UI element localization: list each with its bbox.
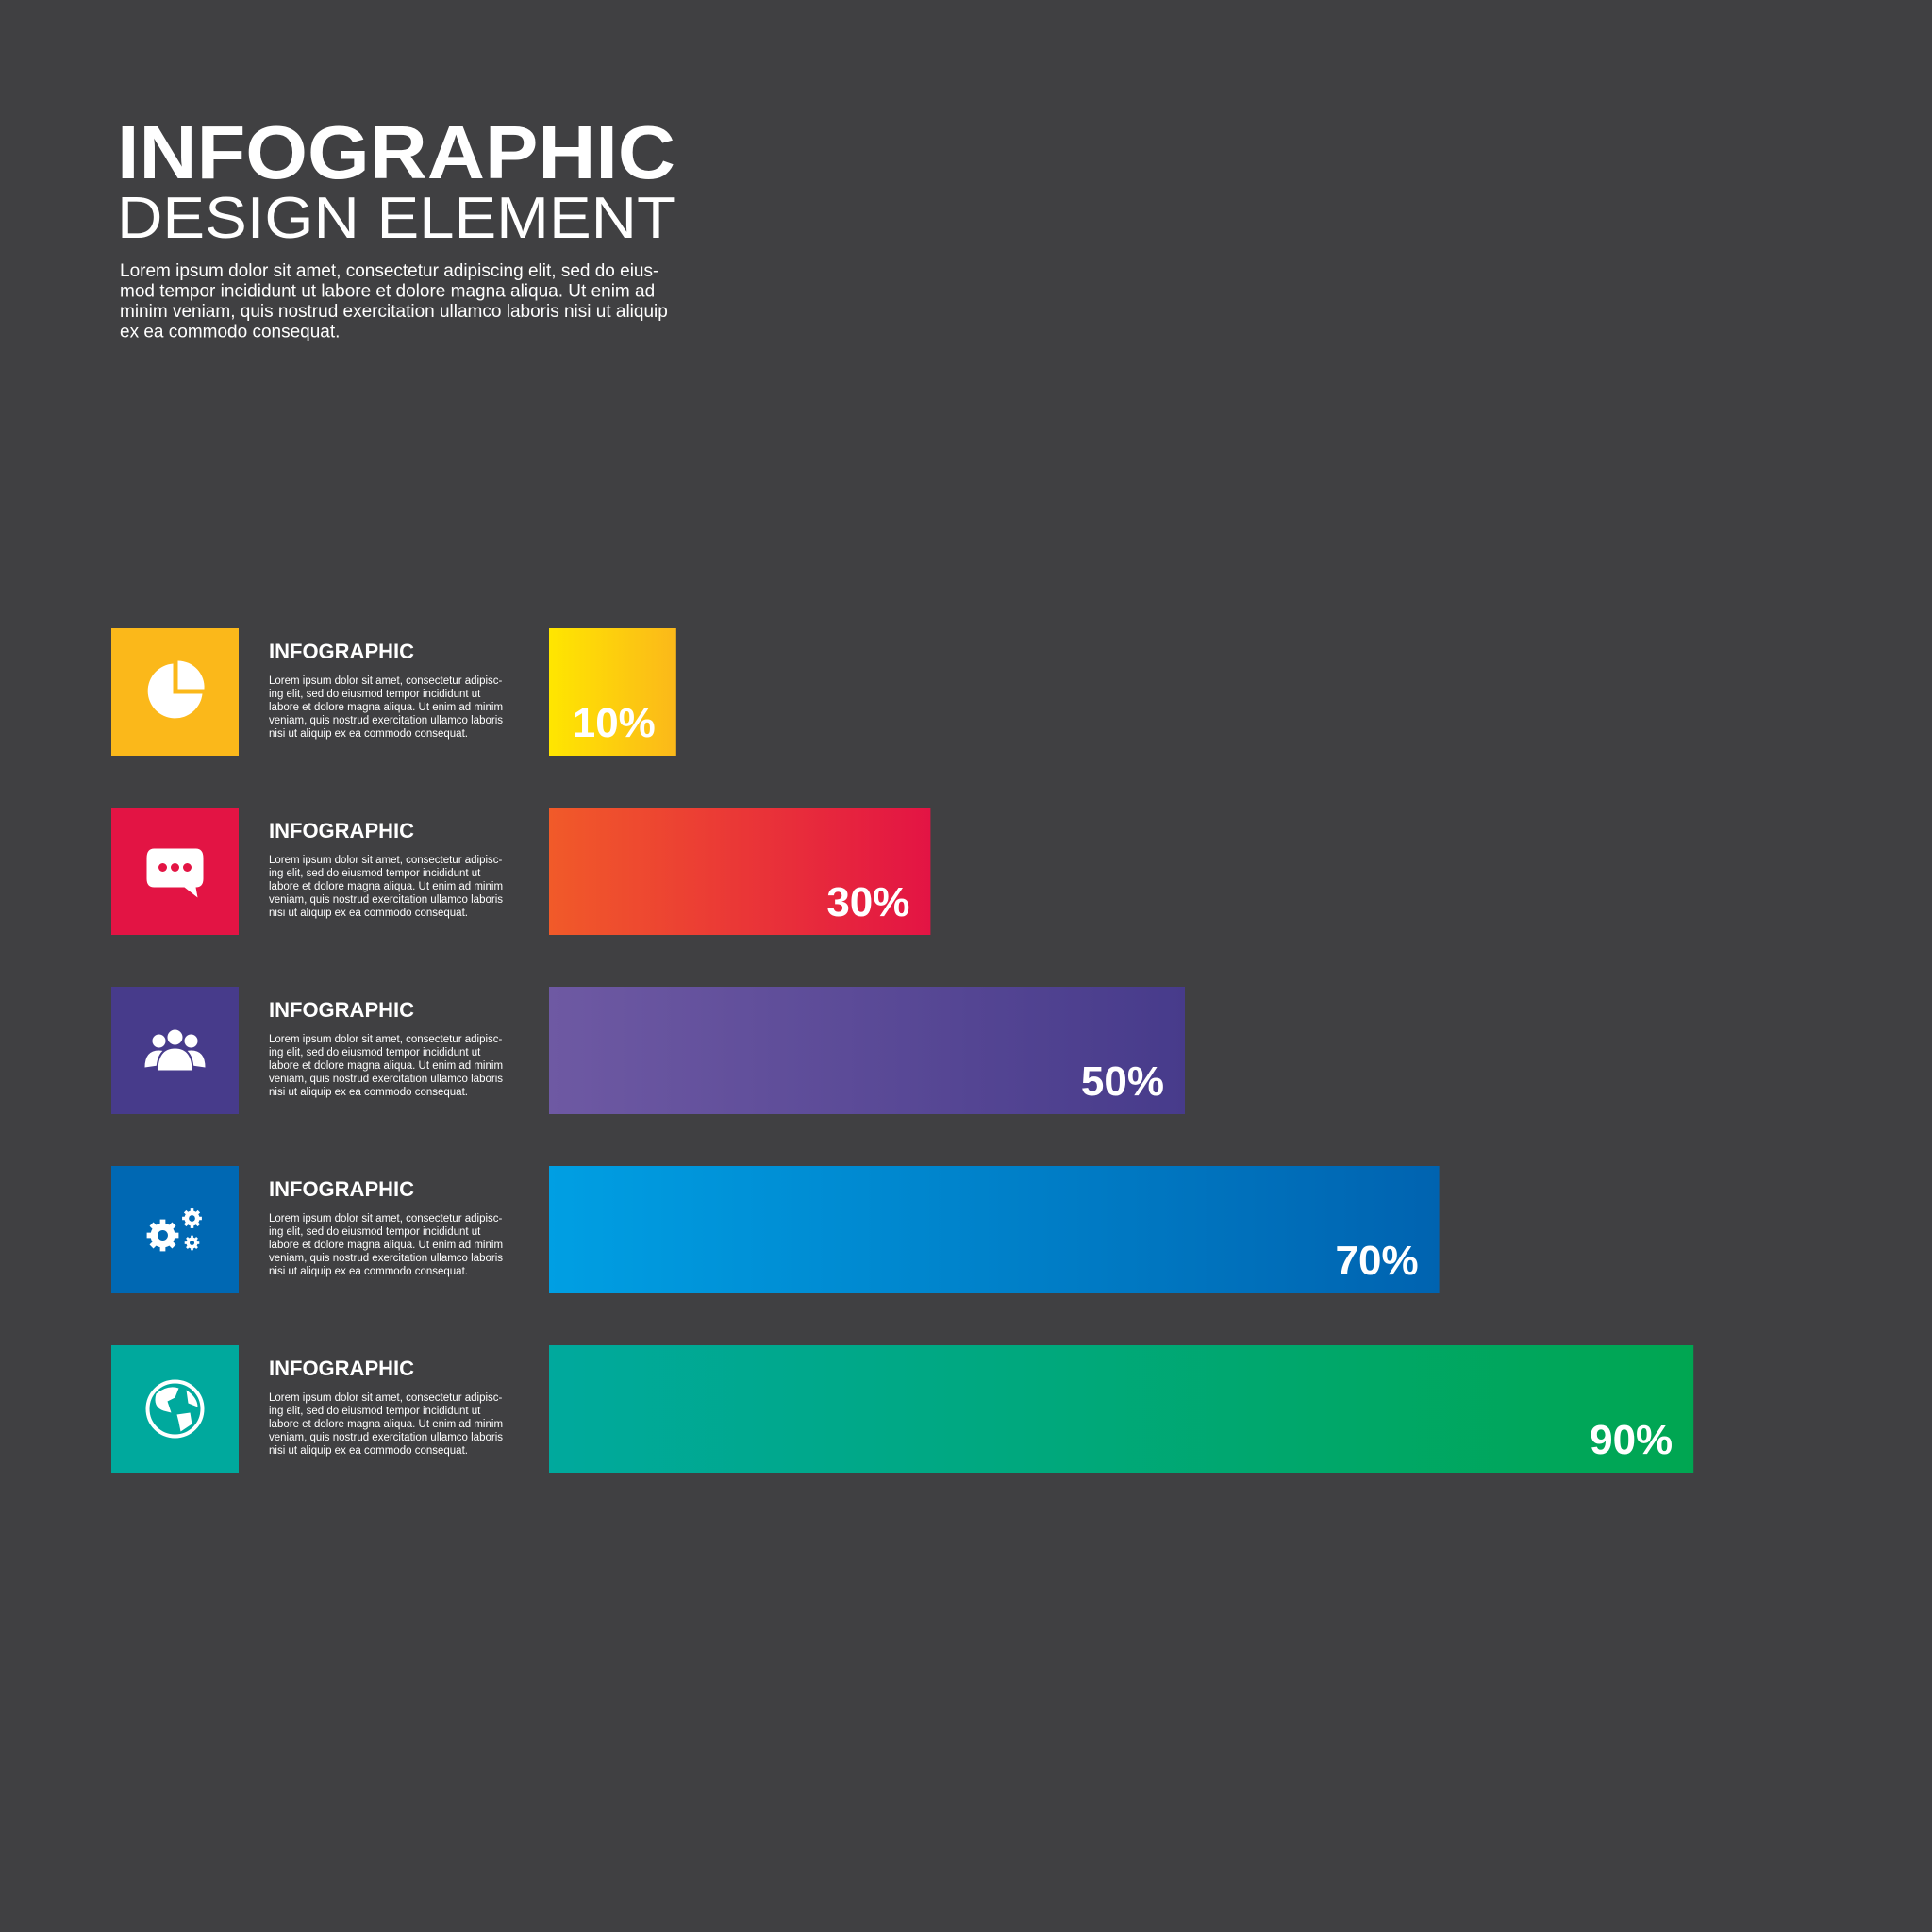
row-description: veniam, quis nostrud exercitation ullamc…: [269, 715, 503, 726]
subtitle: DESIGN ELEMENT: [117, 186, 675, 251]
bar: [549, 628, 676, 756]
row-description: Lorem ipsum dolor sit amet, consectetur …: [269, 1213, 503, 1224]
row-description: veniam, quis nostrud exercitation ullamc…: [269, 1074, 503, 1085]
icon: [189, 1215, 195, 1222]
value-label: 70%: [1336, 1238, 1419, 1284]
bar: [549, 1345, 1694, 1473]
row: INFOGRAPHIC Lorem ipsum dolor sit amet, c…: [111, 1166, 1440, 1293]
icon: [158, 1230, 168, 1241]
icon: [183, 863, 192, 872]
bar: [549, 808, 931, 935]
row-description: ing elit, sed do eiusmod tempor incididu…: [269, 689, 481, 700]
bar: [549, 1166, 1440, 1293]
value-label: 90%: [1590, 1417, 1673, 1463]
icon-box: [111, 1166, 239, 1293]
row-description: veniam, quis nostrud exercitation ullamc…: [269, 894, 503, 906]
row-description: nisi ut aliquip ex ea commodo consequat.: [269, 1087, 468, 1098]
row-description: nisi ut aliquip ex ea commodo consequat.: [269, 1445, 468, 1457]
icon: [150, 1032, 168, 1050]
row-description: labore et dolore magna aliqua. Ut enim a…: [269, 881, 503, 892]
row-description: Lorem ipsum dolor sit amet, consectetur …: [269, 855, 503, 866]
row-description: labore et dolore magna aliqua. Ut enim a…: [269, 1419, 503, 1430]
row-description: ing elit, sed do eiusmod tempor incididu…: [269, 1406, 481, 1417]
icon: [171, 863, 179, 872]
intro-line: ex ea commodo consequat.: [120, 323, 340, 342]
intro-line: Lorem ipsum dolor sit amet, consectetur …: [120, 261, 658, 281]
row-heading: INFOGRAPHIC: [269, 998, 414, 1022]
icon-box: [111, 628, 239, 756]
icon: [158, 863, 167, 872]
intro-line: mod tempor incididunt ut labore et dolor…: [120, 282, 655, 302]
row-description: ing elit, sed do eiusmod tempor incididu…: [269, 1047, 481, 1058]
icon: [189, 1240, 195, 1246]
icon: [156, 1046, 194, 1073]
bar: [549, 987, 1185, 1114]
row-description: labore et dolore magna aliqua. Ut enim a…: [269, 1240, 503, 1251]
value-label: 50%: [1081, 1058, 1164, 1105]
row-description: ing elit, sed do eiusmod tempor incididu…: [269, 1226, 481, 1238]
row-description: labore et dolore magna aliqua. Ut enim a…: [269, 1060, 503, 1072]
row-heading: INFOGRAPHIC: [269, 1177, 414, 1201]
rows: INFOGRAPHIC Lorem ipsum dolor sit amet, c…: [111, 628, 1694, 1473]
icon: [177, 660, 205, 690]
row-description: veniam, quis nostrud exercitation ullamc…: [269, 1432, 503, 1443]
row-heading: INFOGRAPHIC: [269, 640, 414, 663]
row-description: Lorem ipsum dolor sit amet, consectetur …: [269, 675, 503, 687]
row-description: veniam, quis nostrud exercitation ullamc…: [269, 1253, 503, 1264]
icon: [147, 663, 203, 719]
row-description: nisi ut aliquip ex ea commodo consequat.: [269, 908, 468, 919]
title: INFOGRAPHIC: [117, 110, 675, 194]
row-description: labore et dolore magna aliqua. Ut enim a…: [269, 702, 503, 713]
row: INFOGRAPHIC Lorem ipsum dolor sit amet, c…: [111, 1345, 1694, 1473]
icon: [155, 1387, 198, 1432]
icon: [145, 1379, 205, 1439]
value-label: 10%: [573, 700, 656, 746]
icon-box: [111, 1345, 239, 1473]
row-description: Lorem ipsum dolor sit amet, consectetur …: [269, 1392, 503, 1404]
intro-line: minim veniam, quis nostrud exercitation …: [120, 302, 668, 322]
row-heading: INFOGRAPHIC: [269, 1357, 414, 1380]
icon: [182, 1032, 200, 1050]
row: INFOGRAPHIC Lorem ipsum dolor sit amet, c…: [111, 808, 931, 935]
row-description: nisi ut aliquip ex ea commodo consequat.: [269, 728, 468, 740]
row-description: Lorem ipsum dolor sit amet, consectetur …: [269, 1034, 503, 1045]
row-description: nisi ut aliquip ex ea commodo consequat.: [269, 1266, 468, 1277]
row: INFOGRAPHIC Lorem ipsum dolor sit amet, c…: [111, 628, 676, 756]
value-label: 30%: [826, 879, 909, 925]
icon: [165, 1027, 185, 1047]
row-heading: INFOGRAPHIC: [269, 819, 414, 842]
row: INFOGRAPHIC Lorem ipsum dolor sit amet, c…: [111, 987, 1185, 1114]
intro: Lorem ipsum dolor sit amet, consectetur …: [120, 261, 668, 342]
row-description: ing elit, sed do eiusmod tempor incididu…: [269, 868, 481, 879]
icon: [146, 848, 204, 898]
